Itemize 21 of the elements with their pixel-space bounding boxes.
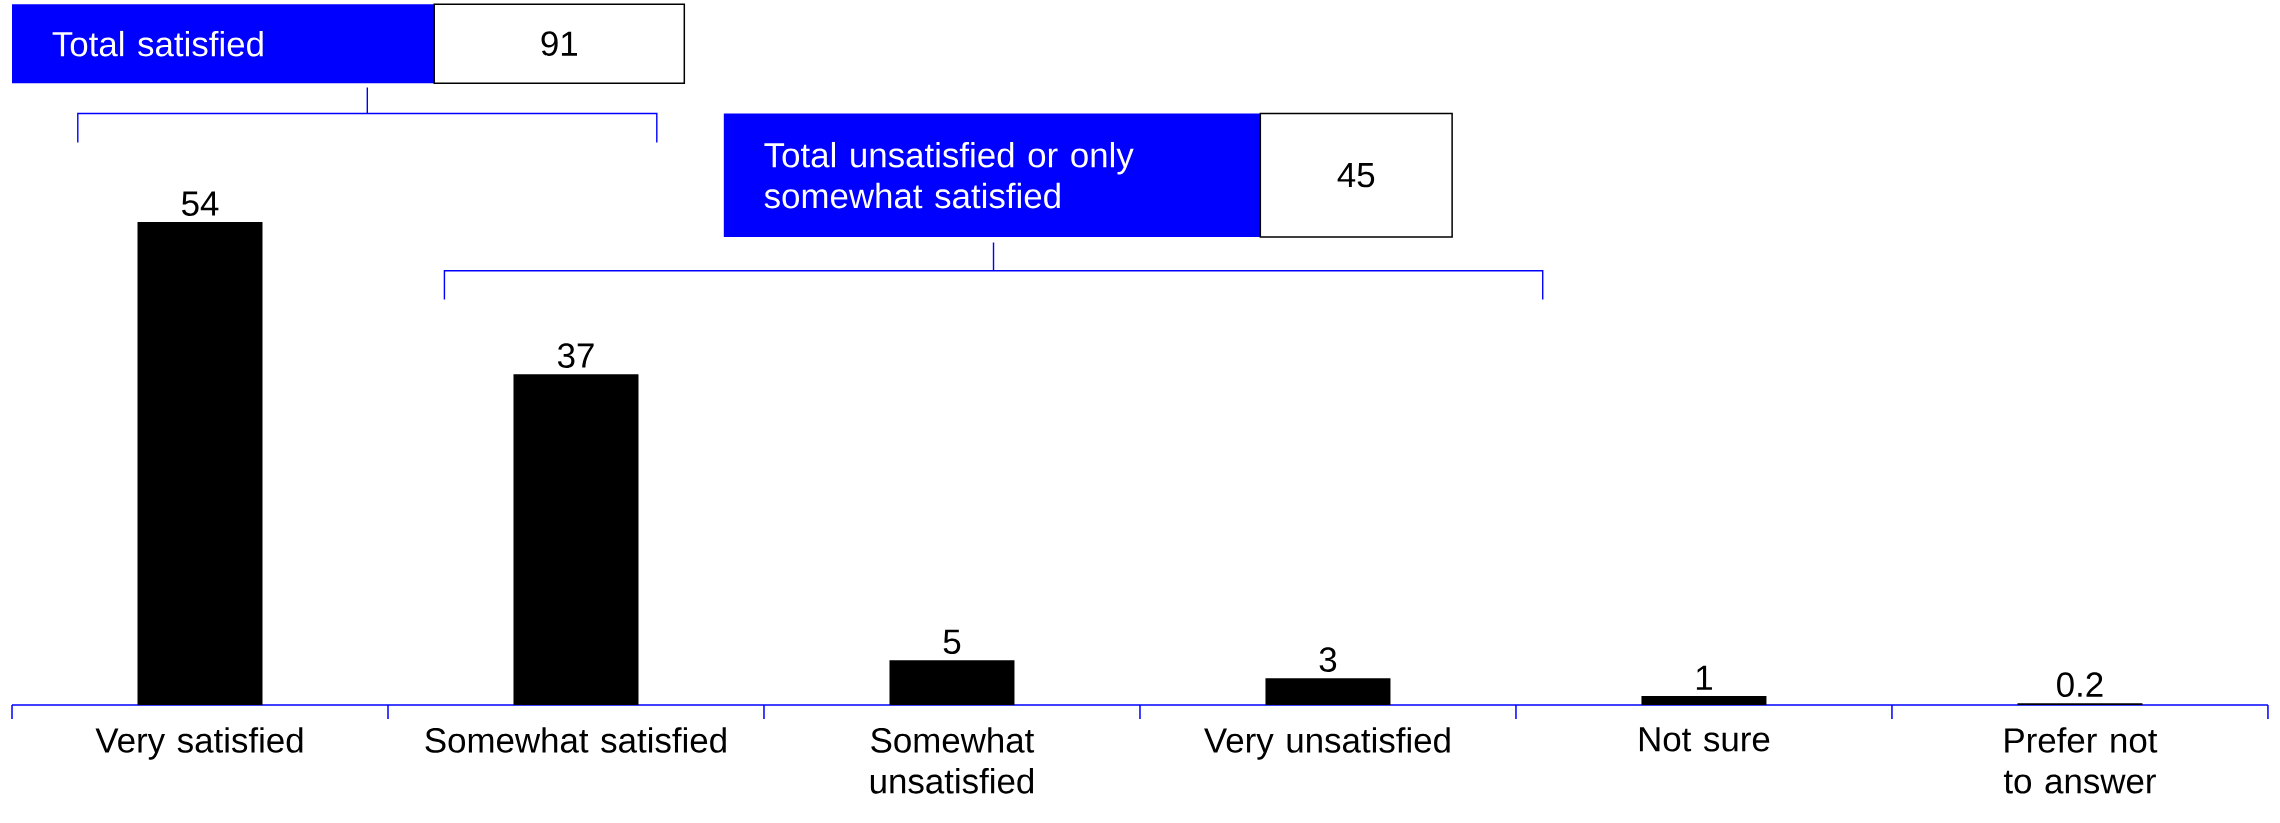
x-tick-label: Somewhat satisfied <box>425 727 726 753</box>
x-tick-label: Prefer not to answer <box>2003 727 2158 794</box>
data-label: 3 <box>1319 647 1337 672</box>
x-tick-label: Not sure <box>1639 727 1770 752</box>
text: Total unsatisfied or only somewhat satisfied <box>764 141 1134 209</box>
text: Total satisfied <box>52 30 263 57</box>
data-label: 54 <box>181 191 219 216</box>
bar <box>1641 696 1767 705</box>
text: 91 <box>541 31 577 57</box>
data-label: 37 <box>557 343 594 368</box>
data-label: 0.2 <box>2057 672 2103 698</box>
x-tick-label: Very unsatisfied <box>1204 727 1450 760</box>
bar <box>513 374 639 705</box>
text: 45 <box>1337 163 1375 188</box>
bar <box>1265 678 1391 705</box>
x-tick-label: Very satisfied <box>95 727 303 760</box>
bar <box>889 660 1015 705</box>
bar <box>137 222 263 705</box>
data-label: 1 <box>1696 665 1712 690</box>
data-label: 5 <box>943 629 961 655</box>
x-tick-label: Somewhat unsatisfied <box>870 727 1035 794</box>
